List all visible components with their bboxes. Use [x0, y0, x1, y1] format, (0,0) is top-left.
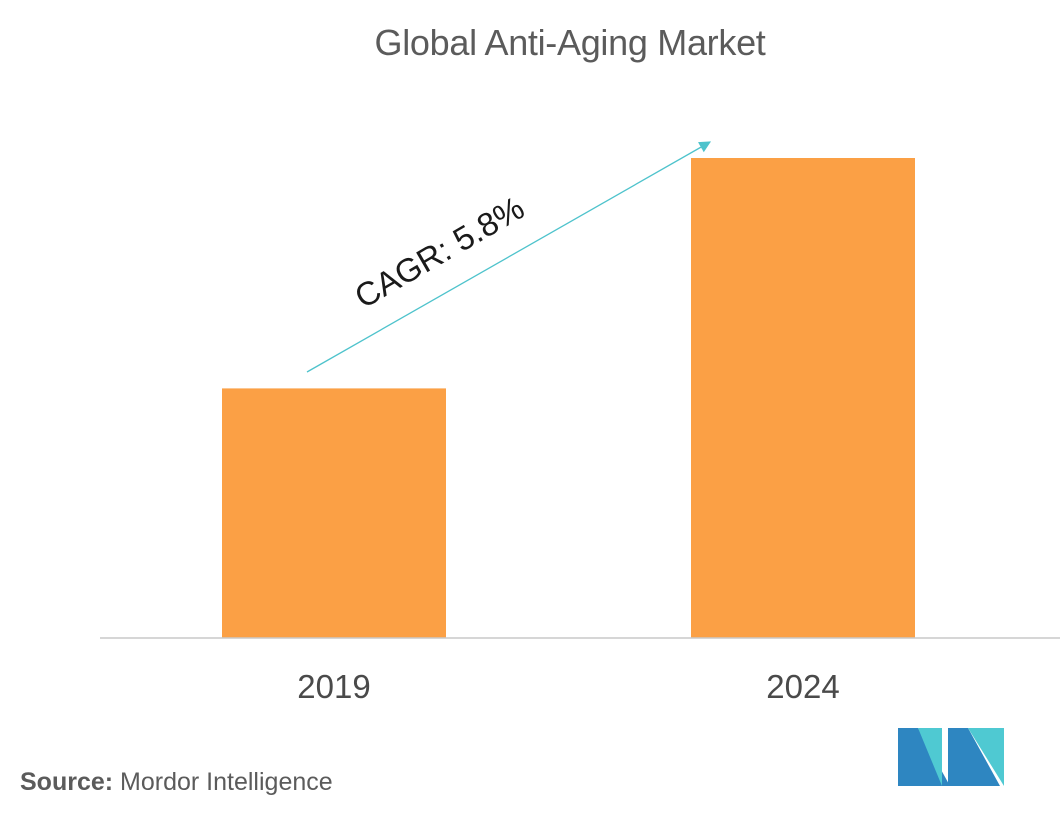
x-tick-label-2019: 2019	[297, 668, 370, 705]
tick-labels-layer: 2019 2024	[297, 668, 839, 705]
cagr-arrow	[306, 141, 712, 373]
bar-2019	[222, 388, 446, 638]
x-tick-label-2024: 2024	[766, 668, 839, 705]
chart-title: Global Anti-Aging Market	[374, 22, 766, 63]
source-name: Mordor Intelligence	[120, 768, 333, 796]
bars-layer	[222, 158, 915, 638]
source-credit: Source: Mordor Intelligence	[20, 768, 333, 797]
source-label: Source:	[20, 768, 114, 796]
bar-2024	[691, 158, 915, 638]
mordor-intelligence-logo-icon	[898, 728, 1004, 786]
